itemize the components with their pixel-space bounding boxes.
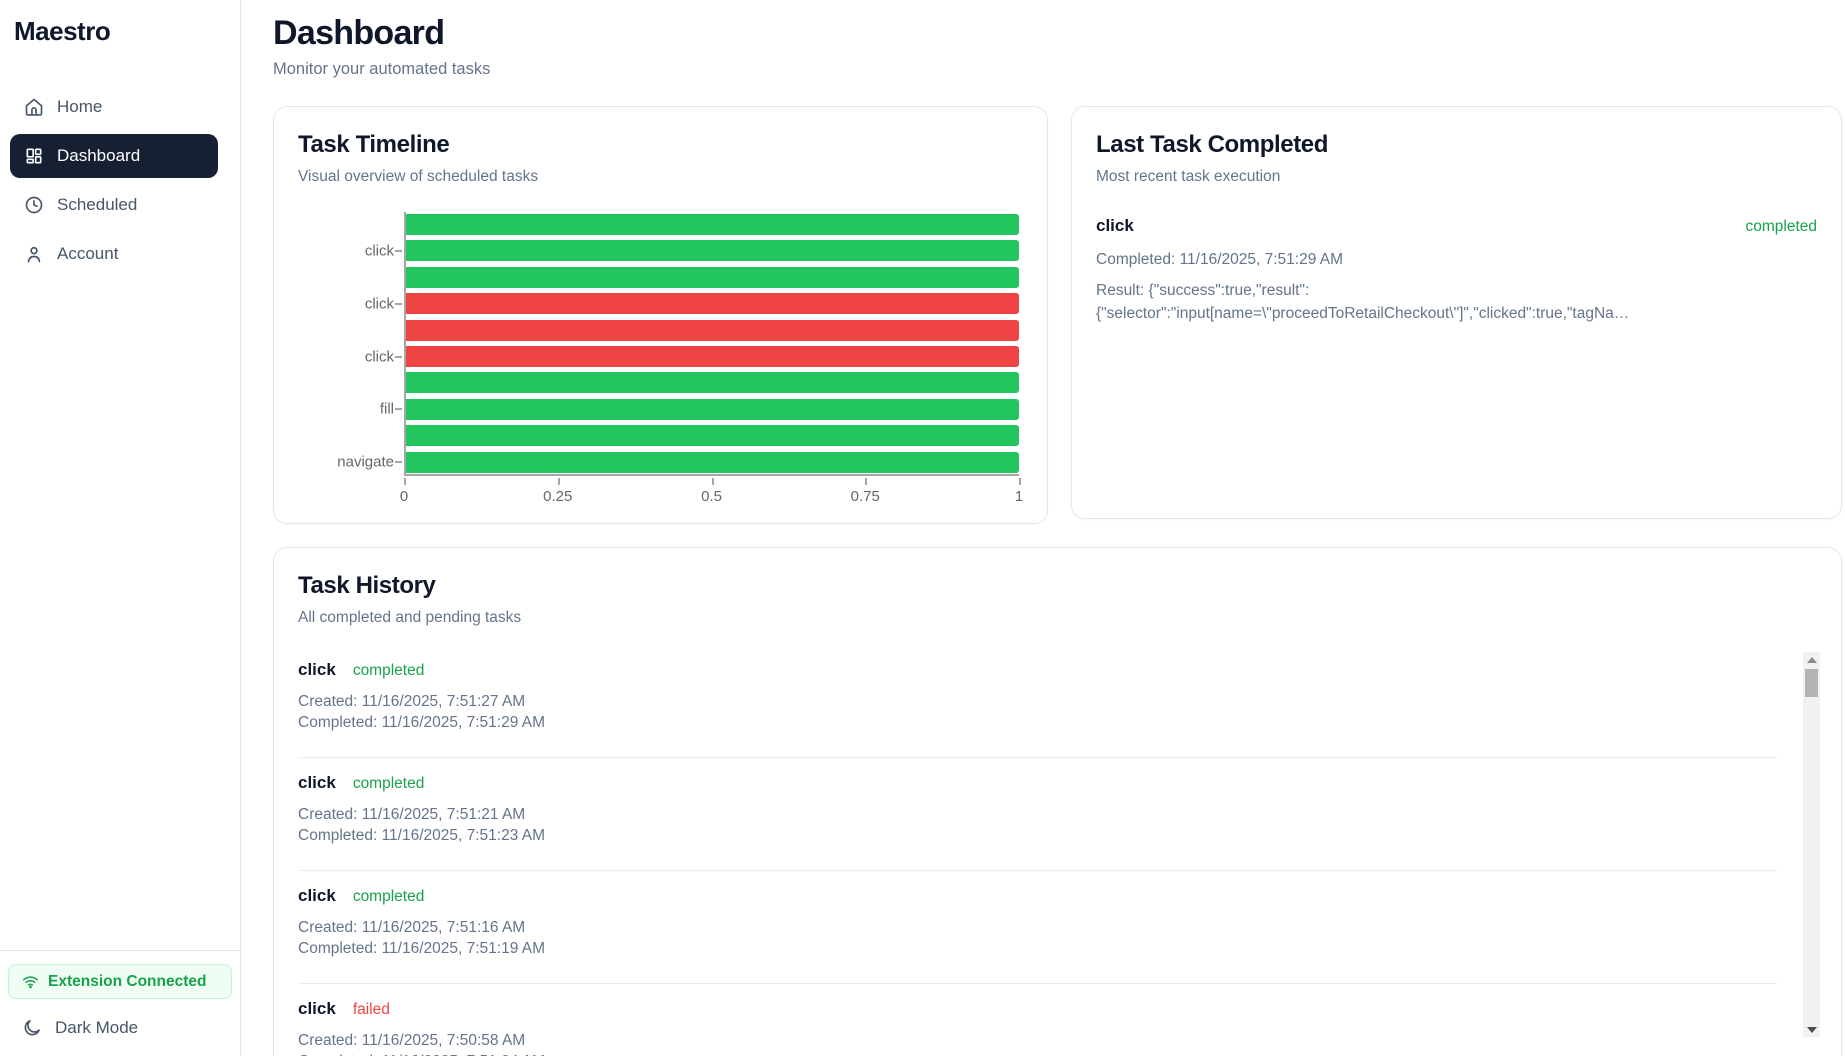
history-scrollbar[interactable]: [1803, 652, 1820, 1037]
x-axis-tick: [404, 478, 406, 485]
sidebar-item-label: Dashboard: [57, 146, 141, 165]
y-axis-tick: [395, 302, 402, 305]
wifi-icon: [22, 976, 39, 989]
x-axis-tick: [865, 478, 868, 485]
app-logo: Maestro: [14, 16, 111, 46]
chart-bar: [406, 372, 1019, 394]
clock-icon: [25, 196, 43, 214]
main-content: Dashboard Monitor your automated tasks T…: [241, 0, 1845, 1056]
extension-status-badge: Extension Connected: [8, 964, 232, 999]
last-task-row: click completed: [1096, 216, 1817, 236]
task-timeline-chart: click click click fill navigate 0 0.25 0.5 0.75 1: [298, 212, 1023, 512]
moon-icon: [24, 1020, 40, 1036]
x-axis-tick: [1019, 478, 1021, 485]
history-created-time: Created: 11/16/2025, 7:51:16 AM: [298, 919, 526, 936]
scrollbar-up-arrow[interactable]: [1803, 652, 1820, 667]
history-completed-time: Completed: 11/16/2025, 7:51:23 AM: [298, 827, 546, 844]
top-cards-row: Task Timeline Visual overview of schedul…: [273, 106, 1842, 524]
sidebar-item-account[interactable]: Account: [10, 232, 218, 276]
page-title: Dashboard: [273, 14, 445, 52]
y-axis-label: click: [364, 348, 394, 365]
history-task-name: click: [298, 660, 336, 679]
task-history-item: click completed Created: 11/16/2025, 7:5…: [298, 645, 1777, 758]
chart-bar: [406, 240, 1019, 262]
sidebar-footer: Extension Connected Dark Mode: [0, 950, 240, 1056]
history-completed-time: Completed: 11/16/2025, 7:51:04 AM: [298, 1051, 1777, 1056]
chart-bar: [406, 293, 1019, 315]
history-created-time: Created: 11/16/2025, 7:50:58 AM: [298, 1032, 526, 1049]
chart-bar: [406, 398, 1019, 420]
history-created-time: Created: 11/16/2025, 7:51:27 AM: [298, 693, 526, 710]
y-axis-label: navigate: [337, 453, 394, 471]
history-created-time: Created: 11/16/2025, 7:51:21 AM: [298, 806, 526, 823]
extension-status-label: Extension Connected: [48, 972, 207, 990]
x-axis-label: 0: [399, 488, 409, 505]
task-history-item: click completed Created: 11/16/2025, 7:5…: [298, 758, 1777, 871]
sidebar-item-label: Scheduled: [57, 195, 138, 214]
sidebar-item-label: Home: [57, 97, 103, 116]
x-axis-tick: [557, 478, 560, 485]
timeline-card-title: Task Timeline: [298, 131, 450, 158]
last-task-status-badge: completed: [1745, 218, 1817, 235]
chart-bar: [406, 214, 1019, 235]
history-status-badge: failed: [352, 1001, 390, 1018]
home-icon: [25, 98, 43, 116]
chart-bar: [406, 451, 1019, 473]
dark-mode-toggle[interactable]: Dark Mode: [8, 1012, 232, 1044]
x-axis-label: 1: [1014, 488, 1024, 505]
dashboard-icon: [26, 148, 42, 164]
history-card-title: Task History: [298, 572, 436, 599]
chart-bar: [406, 266, 1019, 288]
timeline-card-subtitle: Visual overview of scheduled tasks: [298, 168, 539, 185]
chart-plot-area: [404, 212, 1019, 476]
task-history-item: click failed Created: 11/16/2025, 7:50:5…: [298, 984, 1777, 1056]
history-status-badge: completed: [352, 888, 425, 905]
x-axis-label: 0.5: [701, 488, 722, 505]
task-history-list: click completed Created: 11/16/2025, 7:5…: [298, 645, 1817, 1056]
chart-bar: [406, 319, 1019, 341]
sidebar: Maestro Home Dashboard Scheduled Account: [0, 0, 241, 1056]
sidebar-item-home[interactable]: Home: [10, 85, 218, 129]
x-axis-label: 0.25: [543, 488, 573, 505]
sidebar-item-dashboard[interactable]: Dashboard: [10, 134, 218, 178]
history-card-subtitle: All completed and pending tasks: [298, 609, 522, 626]
last-task-name: click: [1096, 216, 1134, 235]
sidebar-item-scheduled[interactable]: Scheduled: [10, 183, 218, 227]
y-axis-tick: [395, 408, 402, 411]
sidebar-item-label: Account: [57, 244, 119, 263]
x-axis-label: 0.75: [850, 488, 880, 505]
history-completed-time: Completed: 11/16/2025, 7:51:29 AM: [298, 714, 546, 731]
last-task-card-title: Last Task Completed: [1096, 131, 1329, 158]
history-task-name: click: [298, 886, 336, 905]
scrollbar-thumb[interactable]: [1805, 669, 1818, 697]
last-task-completed-time: Completed: 11/16/2025, 7:51:29 AM: [1096, 251, 1344, 268]
last-task-card-subtitle: Most recent task execution: [1096, 168, 1281, 185]
history-completed-time: Completed: 11/16/2025, 7:51:19 AM: [298, 940, 546, 957]
y-axis-label: click: [364, 242, 394, 260]
task-timeline-card: Task Timeline Visual overview of schedul…: [273, 106, 1048, 524]
scrollbar-down-arrow[interactable]: [1803, 1022, 1820, 1037]
page-subtitle: Monitor your automated tasks: [273, 60, 491, 78]
x-axis-tick: [711, 478, 714, 485]
task-history-item: click completed Created: 11/16/2025, 7:5…: [298, 871, 1777, 984]
y-axis-label: fill: [379, 400, 394, 418]
user-icon: [27, 246, 41, 263]
last-task-result: Result: {"success":true,"result": {"sele…: [1096, 282, 1630, 322]
y-axis-tick: [395, 461, 402, 464]
last-task-card: Last Task Completed Most recent task exe…: [1071, 106, 1842, 519]
history-task-name: click: [298, 999, 336, 1018]
history-status-badge: completed: [352, 662, 425, 679]
y-axis-label: click: [364, 295, 394, 313]
sidebar-nav: Home Dashboard Scheduled Account: [0, 85, 240, 276]
chart-bar: [406, 346, 1019, 367]
chart-bar: [406, 425, 1019, 447]
history-status-badge: completed: [352, 775, 425, 792]
y-axis-tick: [395, 355, 402, 358]
y-axis-tick: [395, 249, 402, 252]
task-history-card: Task History All completed and pending t…: [273, 547, 1842, 1056]
dark-mode-label: Dark Mode: [55, 1018, 139, 1037]
history-task-name: click: [298, 773, 336, 792]
